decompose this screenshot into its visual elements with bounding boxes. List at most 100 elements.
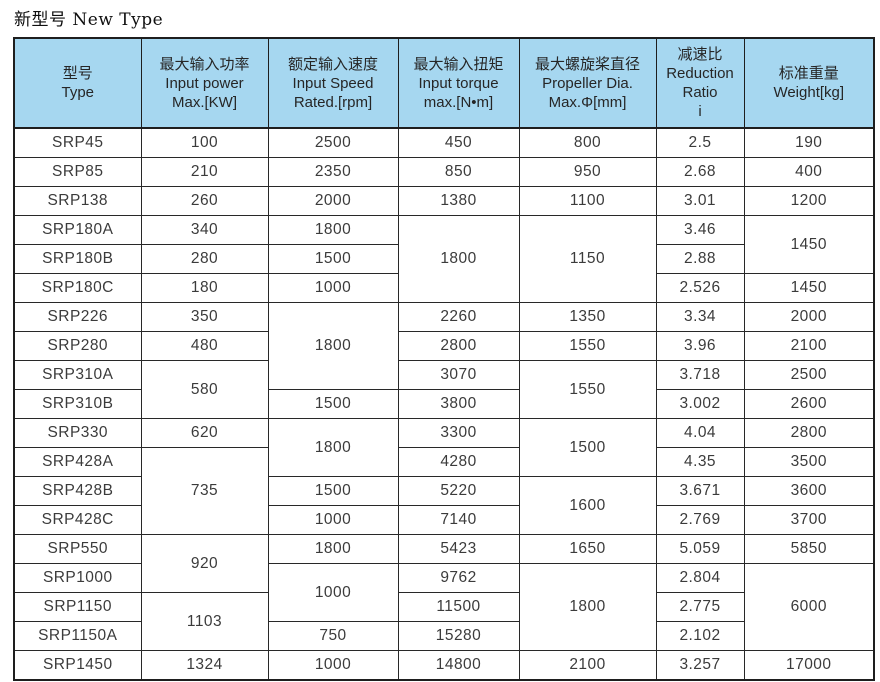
- col-header-reduction_ratio: 减速比 Reduction Ratio i: [655, 37, 745, 129]
- input_torque-cell: 4280: [397, 447, 520, 477]
- table-row: SRP428B 1500 5220 1600 3.671 3600: [13, 476, 875, 535]
- table-row: SRP330 620 1800 3300 1500 4.04 2800: [13, 418, 875, 477]
- propeller_dia-cell: 1650: [518, 534, 657, 564]
- col-header-input_speed: 额定输入速度 Input Speed Rated.[rpm]: [267, 37, 399, 129]
- type-cell: SRP428A: [13, 447, 142, 477]
- input_power-cell: 1103: [140, 592, 269, 651]
- reduction_ratio-cell: 3.34: [655, 302, 745, 332]
- input_power-cell: 350: [140, 302, 269, 332]
- input_power-cell: 480: [140, 331, 269, 361]
- type-cell: SRP330: [13, 418, 142, 448]
- col-header-line: 减速比: [677, 46, 723, 63]
- weight-cell: 3600: [743, 476, 875, 506]
- input_torque-cell: 15280: [397, 621, 520, 651]
- input_speed-cell: 2350: [267, 157, 399, 187]
- input_speed-cell: 1000: [267, 650, 399, 681]
- col-header-line: max.[N•m]: [423, 93, 494, 111]
- propeller_dia-cell: 1550: [518, 360, 657, 419]
- weight-cell: 17000: [743, 650, 875, 681]
- reduction_ratio-cell: 5.059: [655, 534, 745, 564]
- reduction_ratio-cell: 3.96: [655, 331, 745, 361]
- col-header-line: 最大输入扭矩: [413, 55, 504, 73]
- input_speed-cell: 1000: [267, 273, 399, 303]
- table-row: SRP1150A 750 15280 2.102: [13, 621, 874, 651]
- col-header-line: Max.[KW]: [171, 93, 237, 111]
- input_power-cell: 210: [140, 157, 269, 187]
- input_torque-cell: 14800: [397, 650, 520, 681]
- table-row: SRP550 920 1800 5423 1650 5.059 5850: [13, 534, 875, 593]
- reduction_ratio-cell: 2.102: [655, 621, 745, 651]
- input_torque-cell: 5220: [397, 476, 520, 506]
- input_torque-cell: 450: [397, 127, 520, 158]
- input_torque-cell: 850: [397, 157, 520, 187]
- col-header-input_power: 最大输入功率 Input power Max.[KW]: [140, 37, 269, 129]
- col-header-line: 最大螺旋桨直径: [534, 55, 640, 73]
- col-header-type: 型号 Type: [13, 37, 142, 129]
- reduction_ratio-cell: 4.35: [655, 447, 745, 477]
- propeller_dia-cell: 1550: [518, 331, 657, 361]
- input_speed-cell: 1000: [267, 505, 399, 535]
- spec-table: 型号 Type 最大输入功率 Input power Max.[KW] 额定输入速度 Inp…: [13, 37, 875, 681]
- input_power-cell: 340: [140, 215, 269, 245]
- table-row: SRP45 100 2500 450 800 2.5 190: [13, 127, 875, 158]
- table-row: SRP1000 1000 9762 1800 2.804 6000: [13, 563, 875, 651]
- input_power-cell: 620: [140, 418, 269, 448]
- col-header-line: Weight[kg]: [773, 84, 845, 101]
- weight-cell: 400: [743, 157, 875, 187]
- table-row: SRP428A 735 4280 4.35 3500: [13, 447, 875, 535]
- propeller_dia-cell: 1150: [518, 215, 657, 303]
- col-header-line: Rated.[rpm]: [293, 93, 373, 111]
- input_power-cell: 580: [140, 360, 269, 419]
- col-header-line: 最大输入功率: [159, 55, 250, 73]
- input_torque-cell: 5423: [397, 534, 520, 564]
- input_torque-cell: 7140: [397, 505, 520, 535]
- input_torque-cell: 2260: [397, 302, 520, 332]
- table-row: SRP428C 1000 7140 2.769 3700: [13, 505, 875, 535]
- table-row: SRP180B 280 1500 2.88: [13, 244, 874, 274]
- reduction_ratio-cell: 3.718: [655, 360, 745, 390]
- weight-cell: 3700: [743, 505, 875, 535]
- propeller_dia-cell: 1800: [518, 563, 657, 651]
- propeller_dia-cell: 2100: [518, 650, 657, 681]
- type-cell: SRP310A: [13, 360, 142, 390]
- propeller_dia-cell: 950: [518, 157, 657, 187]
- col-header-weight: 标准重量 Weight[kg]: [743, 37, 875, 129]
- col-header-line: i: [698, 103, 702, 120]
- reduction_ratio-cell: 3.671: [655, 476, 745, 506]
- input_speed-cell: 1500: [267, 389, 399, 419]
- propeller_dia-cell: 1600: [518, 476, 657, 535]
- table-row: SRP1150 1103 11500 2.775: [13, 592, 874, 651]
- page-title: 新型号 New Type: [14, 10, 164, 30]
- weight-cell: 1200: [743, 186, 875, 216]
- type-cell: SRP280: [13, 331, 142, 361]
- propeller_dia-cell: 1500: [518, 418, 657, 477]
- type-cell: SRP85: [13, 157, 142, 187]
- weight-cell: 2600: [743, 389, 875, 419]
- weight-cell: 2100: [743, 331, 875, 361]
- input_torque-cell: 11500: [397, 592, 520, 622]
- propeller_dia-cell: 800: [518, 127, 657, 158]
- type-cell: SRP180A: [13, 215, 142, 245]
- input_speed-cell: 750: [267, 621, 399, 651]
- input_power-cell: 1324: [140, 650, 269, 681]
- col-header-line: 型号: [62, 65, 93, 82]
- table-row: SRP310A 580 3070 1550 3.718 2500: [13, 360, 875, 419]
- type-cell: SRP1150: [13, 592, 142, 622]
- col-header-line: Reduction: [666, 65, 734, 82]
- type-cell: SRP180C: [13, 273, 142, 303]
- col-header-line: Type: [61, 84, 95, 101]
- input_torque-cell: 3300: [397, 418, 520, 448]
- weight-cell: 1450: [743, 273, 875, 303]
- col-header-input_torque: 最大输入扭矩 Input torque max.[N•m]: [397, 37, 520, 129]
- table-row: SRP180A 340 1800 1800 1150 3.46 1450: [13, 215, 875, 303]
- col-header-line: Input torque: [418, 74, 499, 92]
- input_torque-cell: 3070: [397, 360, 520, 390]
- weight-cell: 6000: [743, 563, 875, 651]
- input_power-cell: 260: [140, 186, 269, 216]
- propeller_dia-cell: 1100: [518, 186, 657, 216]
- input_speed-cell: 1500: [267, 476, 399, 506]
- table-row: SRP226 350 1800 2260 1350 3.34 2000: [13, 302, 875, 390]
- type-cell: SRP226: [13, 302, 142, 332]
- input_torque-cell: 9762: [397, 563, 520, 593]
- reduction_ratio-cell: 3.01: [655, 186, 745, 216]
